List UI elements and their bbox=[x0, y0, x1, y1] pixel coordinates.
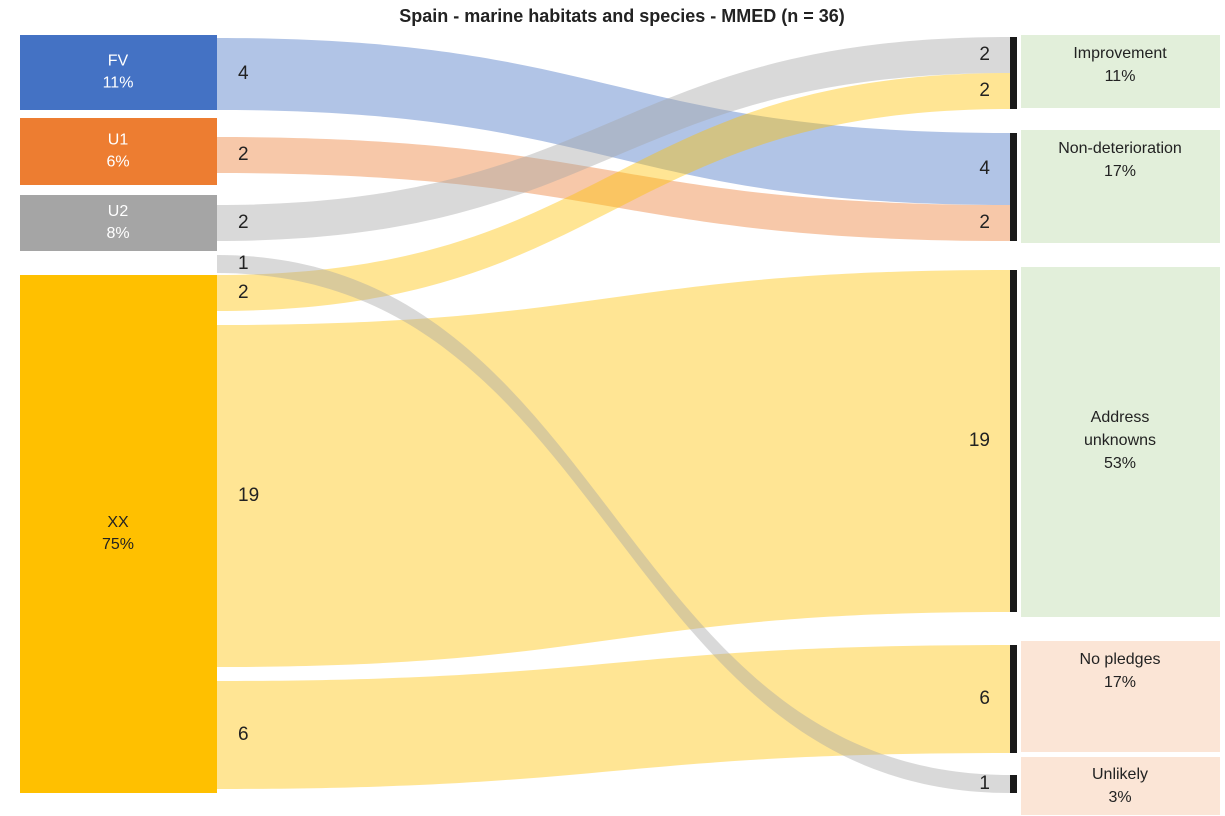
target-bar bbox=[1010, 133, 1017, 241]
source-share: 11% bbox=[103, 75, 134, 92]
source-name: XX bbox=[107, 514, 129, 531]
link bbox=[217, 37, 1010, 241]
target-name: No pledges bbox=[1080, 651, 1161, 668]
source-name: U2 bbox=[108, 203, 129, 220]
link bbox=[217, 255, 1010, 793]
target-share: 53% bbox=[1104, 455, 1136, 472]
target-node bbox=[1021, 267, 1220, 617]
link-value-label: 1 bbox=[979, 773, 990, 794]
link-value-label: 2 bbox=[238, 144, 249, 165]
target-name: Non-deterioration bbox=[1058, 140, 1182, 157]
target-share: 11% bbox=[1105, 68, 1136, 85]
target-share: 3% bbox=[1108, 789, 1131, 806]
link bbox=[217, 137, 1010, 241]
link-value-label: 6 bbox=[238, 724, 249, 745]
source-share: 8% bbox=[106, 225, 129, 242]
source-node bbox=[20, 118, 217, 185]
links bbox=[217, 37, 1010, 793]
link-value-label: 2 bbox=[979, 212, 990, 233]
link-value-label: 2 bbox=[238, 282, 249, 303]
target-node bbox=[1021, 757, 1220, 815]
target-node bbox=[1021, 641, 1220, 752]
target-node bbox=[1021, 130, 1220, 243]
source-name: U1 bbox=[108, 132, 129, 149]
target-name-line: unknowns bbox=[1084, 432, 1156, 449]
target-bar bbox=[1010, 270, 1017, 612]
target-name: Unlikely bbox=[1092, 766, 1148, 783]
link-value-label: 19 bbox=[238, 485, 259, 506]
link-value-label: 2 bbox=[979, 80, 990, 101]
target-bar bbox=[1010, 775, 1017, 793]
target-name-line: Address bbox=[1091, 409, 1150, 426]
source-node bbox=[20, 275, 217, 793]
link-value-label: 19 bbox=[969, 430, 990, 451]
source-node bbox=[20, 195, 217, 251]
link-value-label: 1 bbox=[238, 253, 249, 274]
link-value-label: 4 bbox=[979, 158, 990, 179]
source-node bbox=[20, 35, 217, 110]
link-value-label: 2 bbox=[979, 44, 990, 65]
link-value-label: 2 bbox=[238, 212, 249, 233]
chart-title: Spain - marine habitats and species - MM… bbox=[399, 6, 845, 26]
target-node bbox=[1021, 35, 1220, 108]
target-name: Improvement bbox=[1073, 45, 1167, 62]
link bbox=[217, 73, 1010, 311]
link bbox=[217, 270, 1010, 667]
source-name: FV bbox=[108, 53, 129, 70]
link bbox=[217, 645, 1010, 789]
target-name: Address unknowns bbox=[1084, 409, 1156, 449]
source-share: 6% bbox=[106, 154, 129, 171]
link-value-label: 6 bbox=[979, 688, 990, 709]
target-bar bbox=[1010, 645, 1017, 753]
link-value-label: 4 bbox=[238, 63, 249, 84]
target-share: 17% bbox=[1104, 163, 1136, 180]
target-bar bbox=[1010, 37, 1017, 109]
link bbox=[217, 38, 1010, 205]
target-share: 17% bbox=[1104, 674, 1136, 691]
source-share: 75% bbox=[102, 536, 134, 553]
